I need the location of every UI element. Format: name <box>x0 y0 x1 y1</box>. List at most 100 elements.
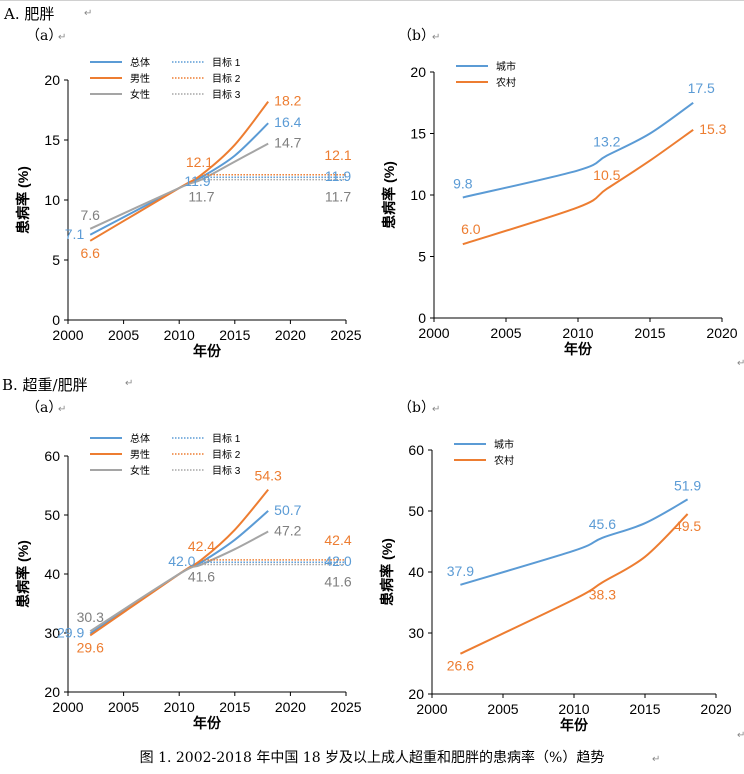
data-label: 14.7 <box>274 135 301 151</box>
x-tick-label: 2010 <box>558 701 589 717</box>
x-tick-label: 2005 <box>487 701 518 717</box>
data-label: 12.1 <box>186 154 213 170</box>
x-tick-label: 2000 <box>416 701 447 717</box>
panel-label-Aa: （a） <box>26 28 63 44</box>
y-tick-label: 20 <box>410 64 426 80</box>
data-label: 38.3 <box>589 586 616 602</box>
series-line-3 <box>89 142 269 230</box>
legend-label: 目标 1 <box>212 433 241 445</box>
series-line-2 <box>89 100 269 242</box>
x-tick-label: 2015 <box>219 327 250 343</box>
data-label: 50.7 <box>274 502 301 518</box>
data-label: 11.7 <box>188 189 214 205</box>
y-tick-label: 50 <box>408 503 424 519</box>
data-label: 51.9 <box>674 477 701 493</box>
y-tick-label: 10 <box>410 187 426 203</box>
data-label: 42.0 <box>324 553 351 569</box>
panel-label-Ba: （a） <box>26 400 63 416</box>
x-tick-label: 2010 <box>164 327 195 343</box>
paragraph-mark: ↵ <box>432 404 441 415</box>
x-tick-label: 2005 <box>490 325 521 341</box>
y-tick-label: 5 <box>418 249 426 265</box>
data-label: 9.8 <box>453 175 473 191</box>
x-tick-label: 2015 <box>634 325 665 341</box>
y-axis-title: 患病率 (%) <box>15 540 31 608</box>
y-tick-label: 15 <box>410 126 426 142</box>
data-label: 26.6 <box>447 658 474 674</box>
legend-label: 目标 2 <box>212 449 241 461</box>
x-tick-label: 2025 <box>330 327 361 343</box>
y-tick-label: 50 <box>44 507 60 523</box>
legend-label: 男性 <box>130 448 150 461</box>
data-label: 17.5 <box>688 80 715 96</box>
x-axis-title: 年份 <box>193 715 222 731</box>
y-tick-label: 15 <box>44 132 60 148</box>
legend-label: 总体 <box>130 56 150 69</box>
y-tick-label: 0 <box>52 312 60 328</box>
data-label: 42.4 <box>324 532 351 548</box>
x-tick-label: 2000 <box>52 699 83 715</box>
data-label: 29.6 <box>77 639 104 655</box>
y-tick-label: 20 <box>44 684 60 700</box>
y-tick-label: 40 <box>408 564 424 580</box>
panel-label-Ab: （b） <box>398 28 435 44</box>
data-label: 11.9 <box>325 168 351 184</box>
y-tick-label: 5 <box>52 252 60 268</box>
y-tick-label: 60 <box>44 448 60 464</box>
paragraph-mark: ↵ <box>84 8 93 19</box>
legend-label: 男性 <box>130 72 150 85</box>
data-label: 12.1 <box>324 147 351 163</box>
data-label: 11.9 <box>184 173 210 189</box>
y-tick-label: 40 <box>44 566 60 582</box>
x-axis-title: 年份 <box>560 717 589 733</box>
x-tick-label: 2000 <box>52 327 83 343</box>
x-tick-label: 2000 <box>418 325 449 341</box>
data-label: 6.0 <box>461 221 481 237</box>
series-line-2 <box>459 513 689 655</box>
paragraph-mark: ↵ <box>652 754 661 765</box>
series-line-2 <box>89 488 269 637</box>
legend-label: 目标 2 <box>212 73 241 85</box>
series-line-1 <box>89 122 269 236</box>
y-tick-label: 0 <box>418 310 426 326</box>
legend-label: 目标 3 <box>212 89 241 101</box>
data-label: 42.4 <box>188 538 215 554</box>
y-tick-label: 10 <box>44 192 60 208</box>
data-label: 42.0 <box>168 553 195 569</box>
paragraph-mark: ↵ <box>737 358 744 369</box>
y-tick-label: 20 <box>408 686 424 702</box>
y-axis-title: 患病率 (%) <box>381 161 397 229</box>
series-line-1 <box>462 101 694 199</box>
legend-label: 女性 <box>130 88 150 101</box>
paragraph-mark: ↵ <box>125 378 134 389</box>
panel-label-Bb: （b） <box>398 400 435 416</box>
x-axis-title: 年份 <box>193 343 222 359</box>
data-label: 54.3 <box>255 468 282 484</box>
x-tick-label: 2020 <box>706 325 737 341</box>
data-label: 18.2 <box>274 93 301 109</box>
data-label: 47.2 <box>274 523 301 539</box>
series-line-1 <box>89 510 269 635</box>
data-label: 16.4 <box>274 114 301 130</box>
data-label: 41.6 <box>324 574 351 590</box>
section-b-title: B. 超重/肥胖 <box>2 376 88 394</box>
paragraph-mark: ↵ <box>58 404 67 415</box>
x-tick-label: 2005 <box>108 327 139 343</box>
legend-label: 农村 <box>496 76 516 89</box>
chart-overweight-urban-rural: 20 30 40 50 60 2000 2005 2010 2015 2020 年份 患病率 (%) 城… <box>379 438 732 733</box>
series-line-1 <box>460 498 689 586</box>
x-tick-label: 2020 <box>275 327 306 343</box>
legend-label: 目标 3 <box>212 465 241 477</box>
chart-overweight-by-sex: 20 30 40 50 60 2000 2005 2010 2015 2020 2025 年份 患病率 … <box>15 432 362 731</box>
top-border-line <box>0 0 744 1</box>
x-tick-label: 2020 <box>700 701 731 717</box>
chart-obesity-urban-rural: 0 5 10 15 20 2000 2005 2010 2015 2020 年份 患病率 (%) 城市农… <box>381 60 738 357</box>
series-line-3 <box>89 530 269 633</box>
section-a-title: A. 肥胖 <box>4 5 55 23</box>
y-tick-label: 60 <box>408 442 424 458</box>
chart-obesity-by-sex: 0 5 10 15 20 2000 2005 2010 2015 2020 2025 年份 患病率 (%… <box>15 56 362 359</box>
x-tick-label: 2020 <box>275 699 306 715</box>
data-label: 41.6 <box>188 569 215 585</box>
data-label: 49.5 <box>674 518 701 534</box>
legend-label: 目标 1 <box>212 57 241 69</box>
